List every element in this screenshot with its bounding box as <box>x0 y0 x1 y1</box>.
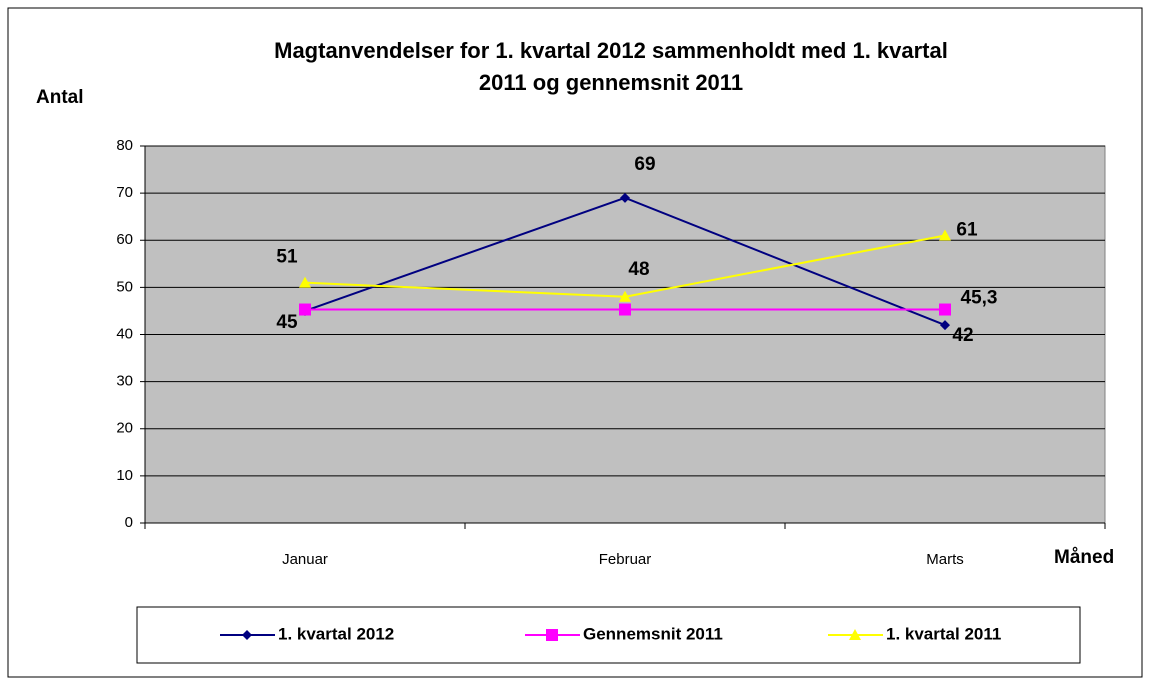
legend-marker <box>242 630 252 640</box>
y-tick-label: 80 <box>116 137 133 154</box>
data-point <box>940 320 950 331</box>
x-tick-label: Marts <box>926 551 964 568</box>
chart-title: Magtanvendelser for 1. kvartal 2012 samm… <box>274 38 948 63</box>
y-tick-label: 0 <box>125 514 133 531</box>
legend-marker <box>849 629 861 640</box>
y-axis-label: Antal <box>36 87 84 108</box>
y-tick-label: 20 <box>116 420 133 437</box>
data-label: 42 <box>952 325 973 346</box>
x-tick-label: Januar <box>282 551 328 568</box>
data-point <box>939 229 951 241</box>
data-point <box>299 276 311 288</box>
legend-marker <box>546 629 558 641</box>
chart-title: 2011 og gennemsnit 2011 <box>479 70 743 95</box>
legend-label: 1. kvartal 2012 <box>278 624 394 643</box>
x-axis-label: Måned <box>1054 547 1114 568</box>
y-tick-label: 30 <box>116 373 133 390</box>
y-tick-label: 60 <box>116 231 133 248</box>
y-tick-label: 40 <box>116 325 133 342</box>
data-label: 69 <box>634 154 655 175</box>
data-label: 45 <box>276 312 298 333</box>
data-label: 51 <box>276 247 298 268</box>
data-label: 48 <box>628 259 649 280</box>
y-tick-label: 10 <box>116 467 133 484</box>
data-label: 45,3 <box>961 288 998 309</box>
data-point <box>299 303 311 316</box>
data-point <box>619 290 631 302</box>
legend-box <box>136 606 1081 664</box>
y-tick-label: 70 <box>116 184 133 201</box>
data-point <box>939 303 951 316</box>
y-tick-label: 50 <box>116 278 133 295</box>
legend-label: Gennemsnit 2011 <box>583 624 723 643</box>
x-tick-label: Februar <box>599 551 652 568</box>
data-label: 61 <box>956 220 978 241</box>
data-point <box>619 303 631 316</box>
legend-label: 1. kvartal 2011 <box>886 624 1001 643</box>
data-point <box>620 192 630 203</box>
